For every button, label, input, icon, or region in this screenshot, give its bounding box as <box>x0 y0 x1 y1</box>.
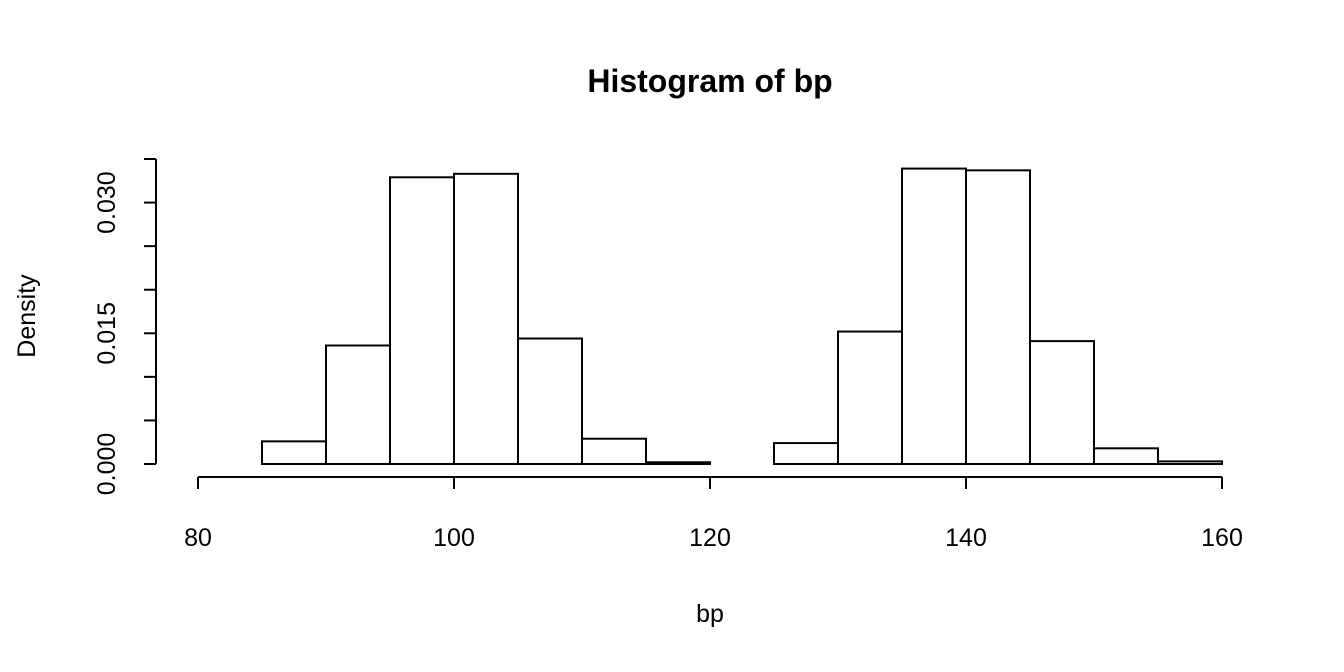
histogram-bar-2 <box>325 344 391 465</box>
histogram-bar-15 <box>1157 460 1223 465</box>
histogram-bar-12 <box>965 169 1031 465</box>
x-tick-label-4: 160 <box>1201 524 1243 552</box>
histogram-bar-14 <box>1093 447 1159 466</box>
histogram-bar-7 <box>645 461 711 465</box>
x-tick-label-1: 100 <box>433 524 475 552</box>
y-tick-label-3: 0.015 <box>93 302 121 365</box>
histogram-bar-3 <box>389 176 455 466</box>
x-tick-label-3: 140 <box>945 524 987 552</box>
chart-title: Histogram of bp <box>587 63 832 99</box>
histogram-bar-9 <box>773 442 839 466</box>
y-axis: 0.000 0.015 0.030 <box>93 158 157 496</box>
histogram-bar-13 <box>1029 340 1095 465</box>
histogram-bar-4 <box>453 172 519 465</box>
histogram-bar-11 <box>901 167 967 465</box>
bars-group <box>261 167 1223 466</box>
histogram-bar-5 <box>517 337 583 465</box>
histogram-bar-1 <box>261 440 327 466</box>
histogram-bar-10 <box>837 330 903 465</box>
y-tick-label-0: 0.000 <box>93 433 121 496</box>
y-tick-label-6: 0.030 <box>93 171 121 234</box>
x-axis: 80 100 120 140 160 <box>184 476 1243 552</box>
y-axis-label: Density <box>13 274 41 358</box>
x-tick-label-0: 80 <box>184 524 212 552</box>
x-tick-label-2: 120 <box>689 524 731 552</box>
x-axis-label: bp <box>696 600 724 628</box>
histogram-bar-6 <box>581 437 647 466</box>
